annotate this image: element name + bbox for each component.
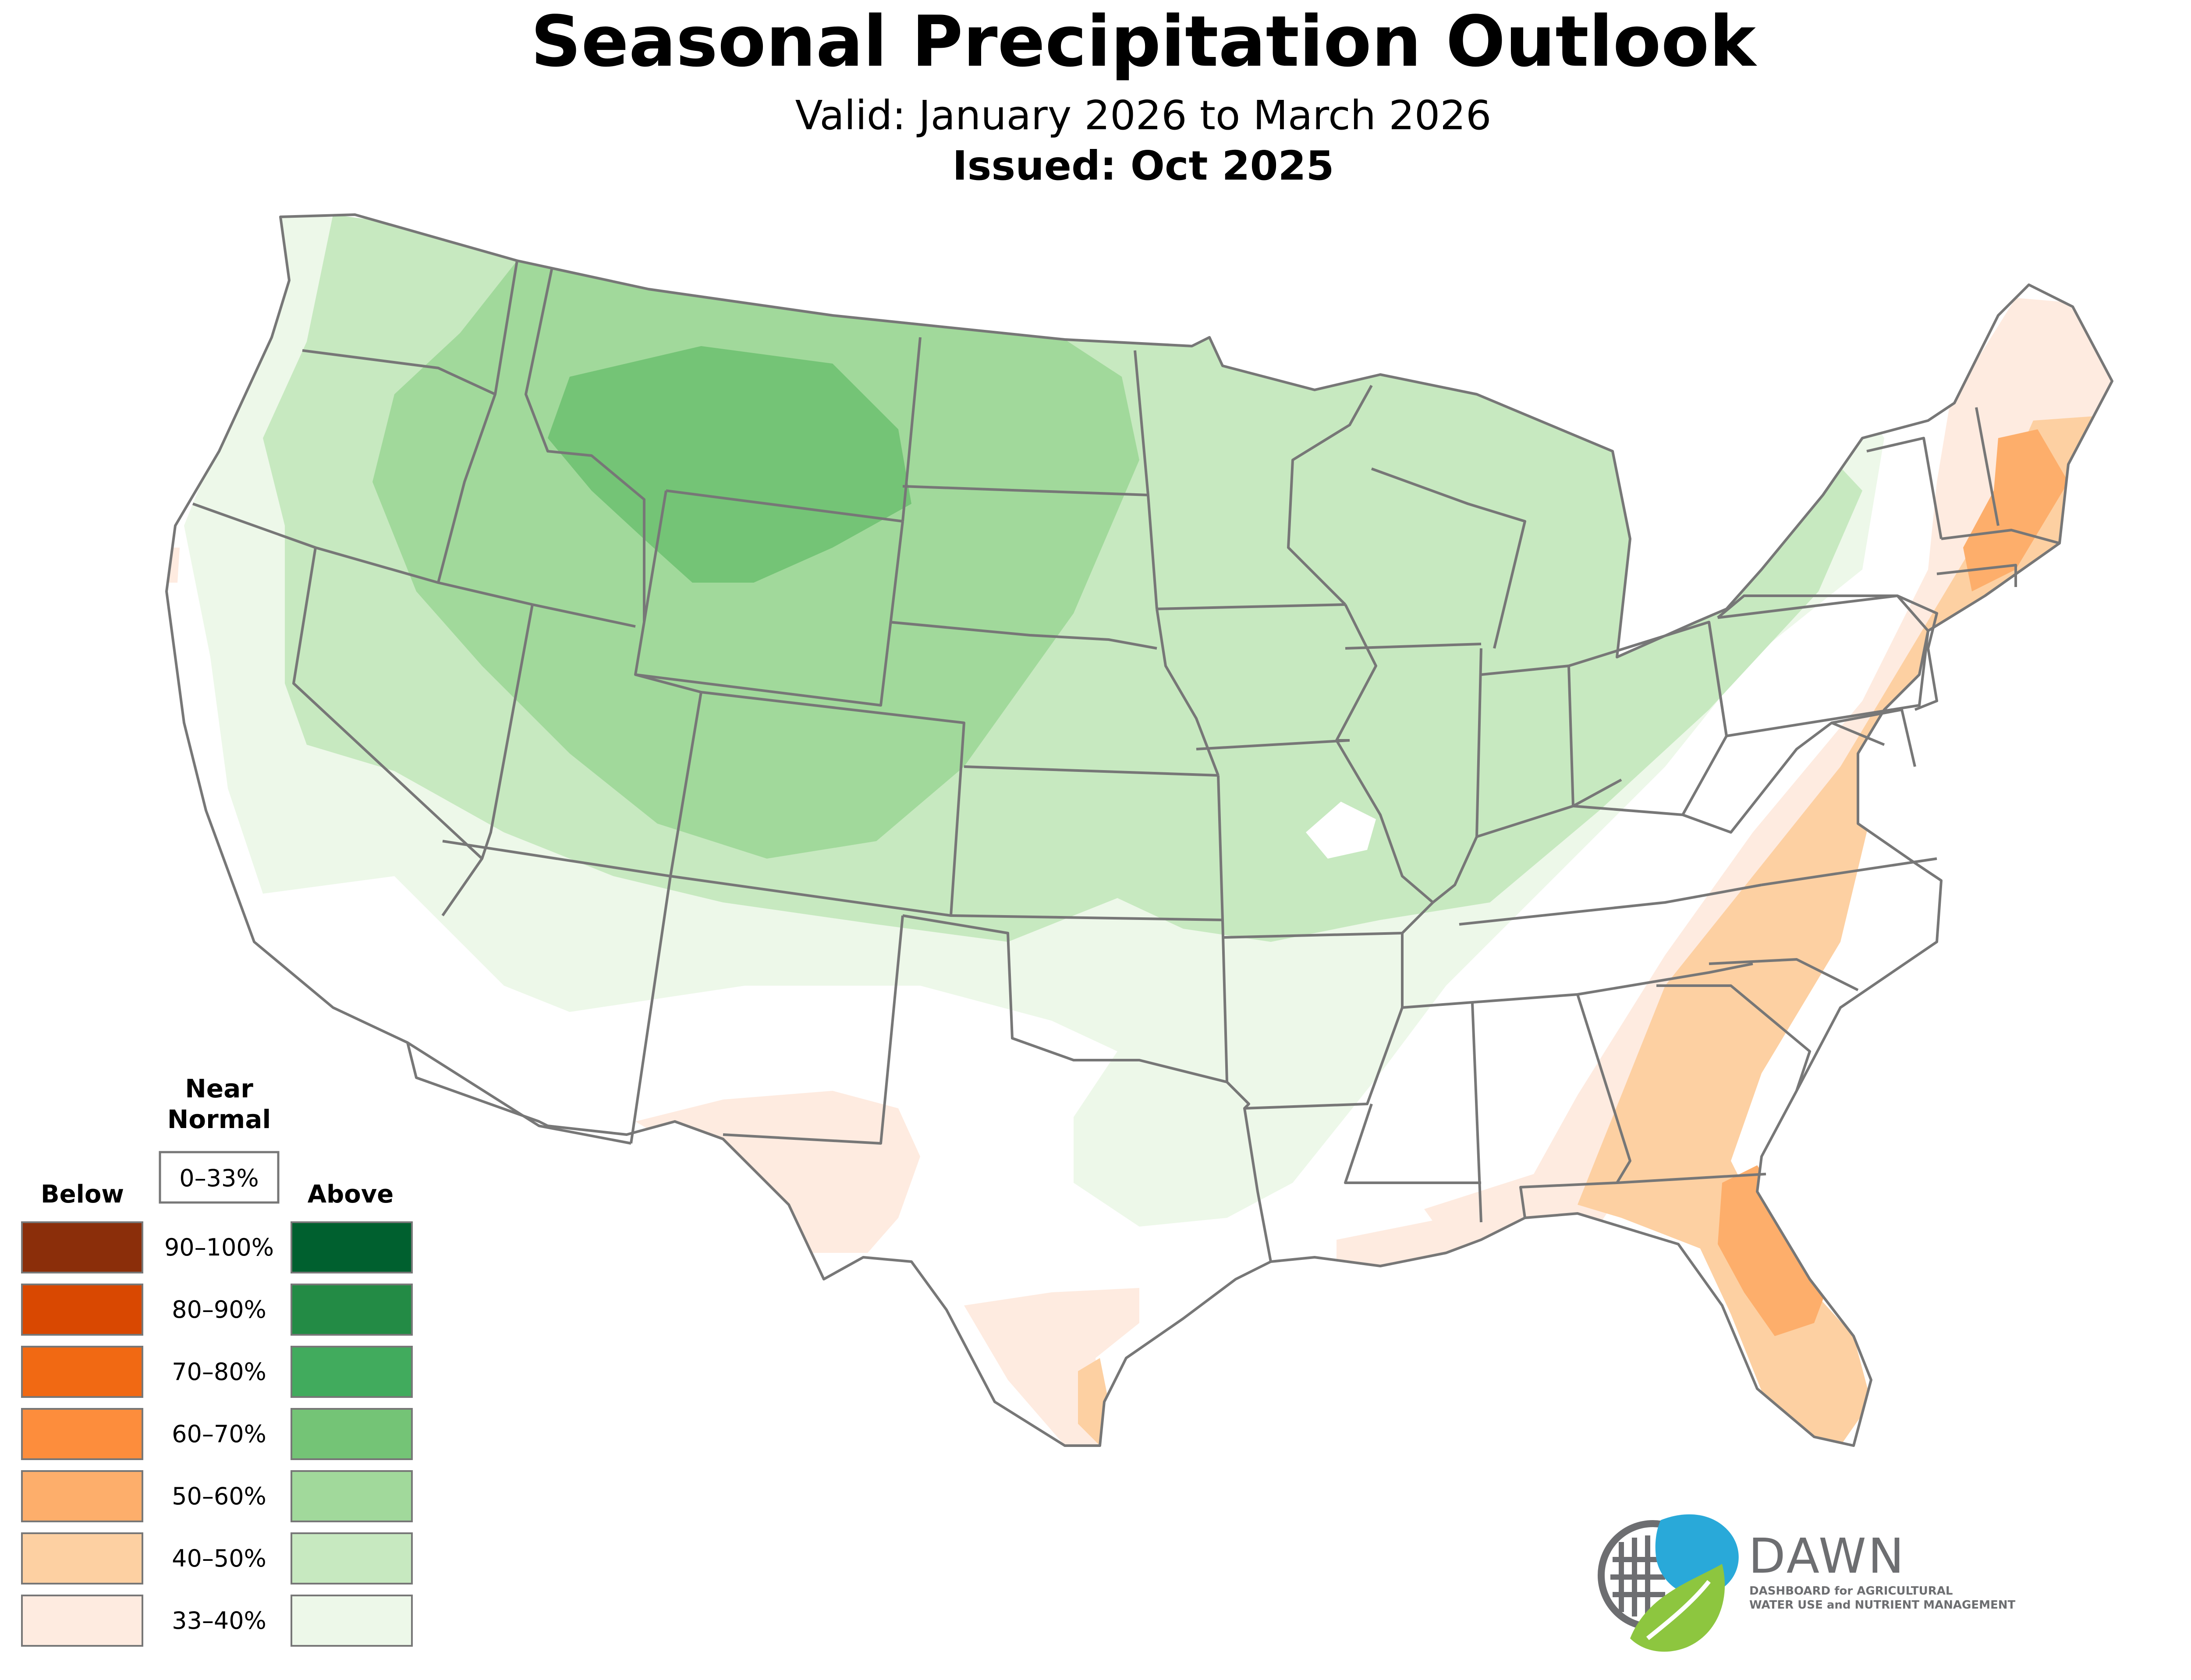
legend-range-label: 60–70% [172,1420,266,1448]
legend-above-swatch [291,1408,413,1460]
legend-near-normal-range: 0–33% [179,1164,259,1192]
ar-la-border [1244,933,1404,1110]
legend-range-label: 33–40% [172,1607,266,1634]
legend-rows: 90–100% 80–90% 70–80% 60–70% 50–60% 40–50% 33–… [21,1221,413,1647]
legend-below-label: Below [41,1180,124,1209]
issued-date: Issued: Oct 2025 [952,142,1334,189]
mn-ia-border [1156,603,1346,610]
legend-above-swatch [291,1532,413,1585]
legend-below-swatch [21,1470,143,1522]
va-nc-border [1761,857,1937,886]
dawn-logo: DAWN DASHBOARD for AGRICULTURAL WATER US… [1598,1514,2016,1652]
pa-border [1708,594,1929,737]
state-boundaries [165,213,2113,1447]
ne-ia-border [1156,608,1220,776]
mt-wy-border [666,489,903,523]
legend-above-swatch [291,1221,413,1273]
legend-below-swatch [21,1532,143,1585]
nv-ut-border [481,604,534,859]
below-40-50-region-east [1578,416,2112,1446]
ne-ks-border [964,765,1219,777]
ca-nv-border [292,547,483,916]
legend-below-swatch [21,1221,143,1273]
valid-period: Valid: January 2026 to March 2026 [795,92,1492,139]
legend-above-swatch [291,1470,413,1522]
near-normal-hole [1306,802,1376,859]
legend-above-swatch [291,1284,413,1336]
legend-near-normal-line1: Near [185,1074,253,1103]
wa-or-border [302,349,496,396]
ky-tn-border [1459,884,1762,926]
nj-border [1897,594,1938,711]
dawn-logo-mark [1598,1514,1739,1652]
legend: Near Normal 0–33% Below Above 90–100% 80–… [21,1074,413,1647]
us-map [165,213,2113,1447]
il-in-border [1432,648,1482,904]
nd-sd-border [902,485,1149,496]
above-60-70-region [548,346,911,583]
ms-al-border [1471,1003,1482,1223]
wi-il-border [1345,643,1482,650]
nd-mn-border [1134,350,1158,609]
wy-border [634,490,904,707]
vt-nh-border [1866,437,1943,539]
ky-north-border [1476,778,1622,838]
ms-la-border [1344,1103,1481,1184]
dawn-logo-leaf [1630,1564,1725,1652]
az-nm-border [630,876,672,1144]
id-mt-border [525,267,645,622]
legend-near-normal-box [159,1151,280,1204]
legend-below-swatch [21,1408,143,1460]
legend-range-label: 90–100% [164,1234,274,1261]
ct-ri-border [1936,564,2017,587]
legend-range-label: 80–90% [172,1296,266,1323]
legend-range-label: 40–50% [172,1545,266,1572]
legend-above-swatch [291,1346,413,1398]
dawn-logo-tagline2: WATER USE and NUTRIENT MANAGEMENT [1749,1599,2016,1612]
sd-ne-border [889,621,1157,650]
mn-wi-border [1287,385,1373,606]
below-33-40-region-east [1424,298,2112,1270]
legend-below-swatch [21,1346,143,1398]
ny-pa-border [1717,594,1897,619]
mt-nd-border [901,337,922,522]
legend-above-swatch [291,1595,413,1647]
wv-va-border [1682,722,1885,834]
nm-east-border [723,915,904,1145]
ga-fl-border [1617,1173,1766,1184]
legend-above-label: Above [308,1180,394,1209]
az-southern-border [407,1041,631,1145]
or-ca-nv-border [192,502,533,606]
dawn-logo-tagline1: DASHBOARD for AGRICULTURAL [1749,1585,1953,1598]
national-border [165,213,2113,1447]
below-50-60-region-florida [1718,1165,1827,1336]
legend-near-normal-line2: Normal [167,1104,271,1134]
nh-me-border [1975,407,2000,526]
ga-sc-border [1656,984,1811,1091]
ma-border [1941,529,2060,545]
legend-below-swatch [21,1595,143,1647]
map-title: Seasonal Precipitation Outlook [531,0,1757,82]
ia-il-border [1335,604,1377,742]
tn-south-border [1402,962,1753,1009]
legend-range-label: 50–60% [172,1482,266,1510]
below-33-40-region-southwest [635,1091,920,1253]
mi-border [1371,467,1526,649]
id-west-border [437,260,518,583]
id-southern-border [532,603,636,628]
mo-il-border [1335,739,1434,904]
below-50-60-region-northeast [1963,429,2068,591]
ia-mo-border [1196,739,1350,750]
nc-sc-border [1709,958,1859,991]
dawn-logo-name: DAWN [1748,1528,1906,1584]
legend-range-label: 70–80% [172,1358,266,1386]
legend-below-swatch [21,1284,143,1336]
co-border [670,691,965,917]
ut-co-az-border [442,673,702,877]
md-de-border [1831,708,1916,767]
